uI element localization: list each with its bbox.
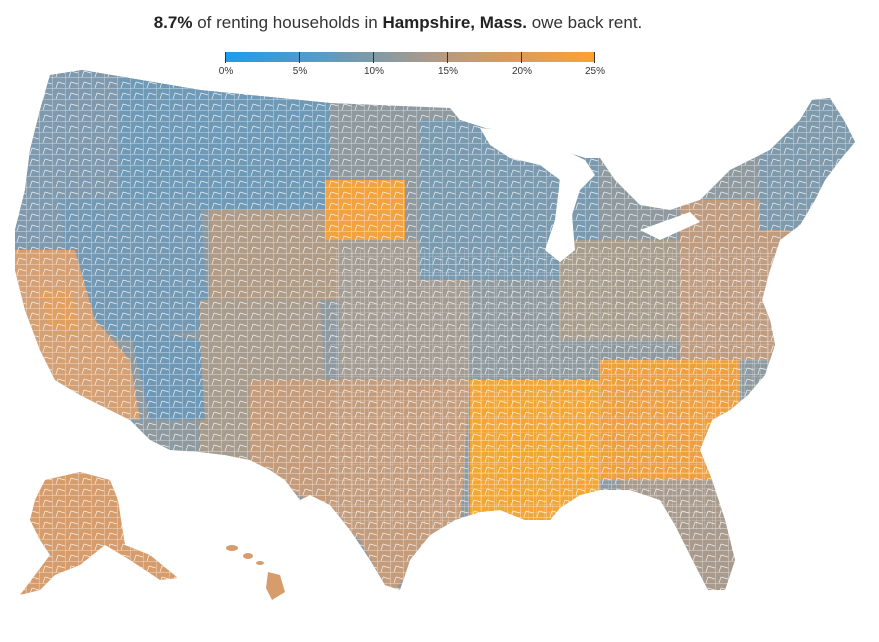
- legend-tick-10: 10%: [363, 66, 385, 77]
- legend-tick-5: 5%: [292, 66, 308, 77]
- headline-text-pre: of renting households in: [192, 13, 383, 32]
- headline: 8.7% of renting households in Hampshire,…: [0, 13, 796, 33]
- legend-tick-0: 0%: [218, 66, 234, 77]
- legend-tick-15: 15%: [437, 66, 459, 77]
- legend-tick-25: 25%: [584, 66, 606, 77]
- lake-erie-cutout: [640, 212, 700, 240]
- legend-tick-20: 20%: [511, 66, 533, 77]
- color-legend: 0% 5% 10% 15% 20% 25%: [218, 52, 606, 82]
- hawaii[interactable]: [226, 545, 285, 600]
- legend-gradient-bar: [225, 52, 595, 63]
- headline-value: 8.7%: [153, 13, 193, 32]
- headline-text-post: owe back rent.: [527, 13, 643, 32]
- alaska[interactable]: [20, 472, 178, 595]
- great-lakes-cutout: [480, 128, 595, 262]
- headline-place: Hampshire, Mass.: [382, 13, 527, 32]
- contiguous-us: [15, 70, 855, 590]
- choropleth-map[interactable]: [0, 62, 879, 642]
